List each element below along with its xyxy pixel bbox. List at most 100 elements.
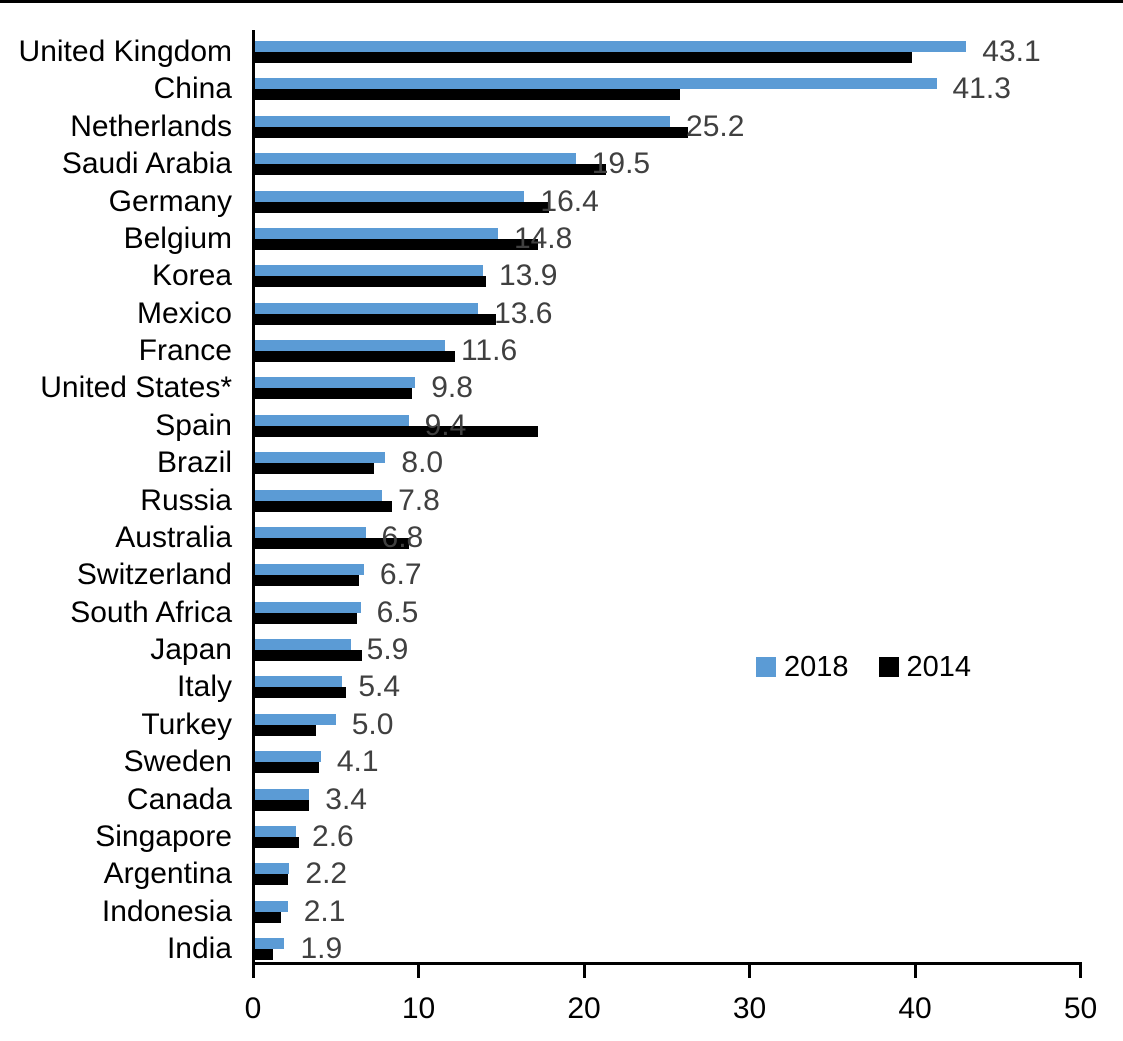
value-label: 41.3: [952, 72, 1011, 106]
bar-2014: [253, 276, 487, 288]
category-label: Russia: [140, 483, 232, 517]
value-label: 4.1: [336, 745, 379, 779]
category-label: Mexico: [136, 296, 232, 330]
bar-2018: [253, 713, 336, 725]
value-label: 11.6: [460, 334, 518, 367]
value-label: 2.6: [312, 819, 354, 853]
tick-label: 10: [401, 992, 436, 1025]
category-label: Saudi Arabia: [61, 147, 232, 181]
bar-2014: [253, 949, 273, 960]
category-label: United States*: [40, 371, 232, 405]
category-label: Korea: [151, 259, 232, 293]
tick-label: 0: [244, 992, 262, 1025]
category-label: Germany: [108, 184, 232, 218]
bar-2018: [253, 265, 484, 277]
bar-2018: [253, 377, 416, 389]
axis-tick: [582, 965, 586, 978]
category-label: Singapore: [95, 819, 232, 853]
bar-2018: [253, 227, 498, 239]
category-label: China: [153, 72, 232, 106]
bar-2018: [253, 788, 310, 800]
legend-label-2014: 2014: [906, 651, 972, 683]
category-label: India: [166, 932, 232, 965]
value-label: 2.2: [305, 857, 348, 891]
bar-2018: [253, 414, 409, 426]
bar-2018: [253, 900, 288, 912]
value-label: 8.0: [401, 446, 444, 480]
category-label: Australia: [115, 520, 232, 554]
value-label: 9.4: [424, 408, 467, 442]
value-label: 7.8: [398, 483, 440, 517]
value-label: 19.5: [591, 147, 651, 181]
value-label: 43.1: [982, 35, 1041, 68]
bar-2014: [253, 126, 689, 138]
bar-2018: [253, 639, 351, 650]
bar-2014: [253, 612, 358, 624]
bar-2014: [253, 463, 374, 475]
legend-entry-2018: 2018: [756, 652, 849, 682]
bar-2014: [253, 911, 282, 923]
category-label: Brazil: [156, 446, 232, 480]
category-label: Italy: [176, 670, 232, 704]
category-label: Argentina: [103, 857, 232, 891]
bar-2014: [253, 52, 912, 63]
y-axis-line: [251, 30, 255, 965]
bar-2014: [253, 687, 346, 699]
axis-tick: [251, 965, 255, 978]
bar-2018: [253, 601, 361, 613]
bar-2014: [253, 89, 680, 101]
bar-2014: [253, 238, 538, 250]
bar-2018: [253, 115, 671, 127]
category-label: Spain: [155, 408, 232, 442]
value-label: 13.6: [494, 296, 553, 330]
bar-2018: [253, 340, 445, 351]
axis-tick: [1079, 965, 1082, 978]
value-label: 6.7: [379, 558, 422, 592]
bar-2014: [253, 164, 606, 176]
bar-2014: [253, 836, 300, 848]
bar-2014: [253, 650, 363, 661]
bar-2014: [253, 388, 412, 400]
bar-2018: [253, 190, 525, 202]
bar-2014: [253, 799, 310, 811]
bar-2014: [253, 351, 455, 362]
bar-2018: [253, 489, 383, 501]
value-label: 16.4: [540, 184, 599, 218]
bar-2018: [253, 564, 364, 576]
value-label: 13.9: [499, 259, 558, 293]
axis-tick: [913, 965, 917, 978]
category-label: Turkey: [141, 707, 232, 741]
legend-swatch-2014: [878, 657, 899, 677]
value-label: 5.0: [351, 707, 394, 741]
bar-2018: [253, 78, 937, 90]
bar-2014: [253, 762, 320, 774]
value-label: 2.1: [303, 894, 346, 928]
category-label: Japan: [150, 633, 232, 666]
bar-2018: [253, 302, 479, 314]
bar-2014: [253, 425, 538, 437]
value-label: 3.4: [325, 782, 367, 816]
tick-label: 20: [567, 992, 601, 1025]
top-border: [0, 0, 1123, 3]
axis-tick: [748, 965, 751, 978]
value-label: 6.8: [381, 520, 424, 554]
category-label: France: [138, 334, 232, 367]
value-label: 5.4: [358, 670, 401, 704]
category-label: South Africa: [70, 595, 232, 629]
x-axis-line: [251, 962, 1082, 965]
legend-swatch-2018: [756, 657, 776, 677]
bar-2018: [253, 751, 321, 763]
bar-2014: [253, 201, 550, 213]
bar-2018: [253, 452, 386, 464]
bar-2014: [253, 575, 359, 587]
bar-2014: [253, 500, 393, 512]
category-label: Switzerland: [76, 558, 232, 592]
bar-2014: [253, 313, 497, 325]
value-label: 5.9: [366, 633, 409, 666]
value-label: 1.9: [300, 932, 343, 965]
axis-tick: [417, 965, 420, 978]
tick-label: 40: [898, 992, 932, 1025]
category-label: Belgium: [123, 221, 232, 255]
value-label: 9.8: [431, 371, 473, 405]
